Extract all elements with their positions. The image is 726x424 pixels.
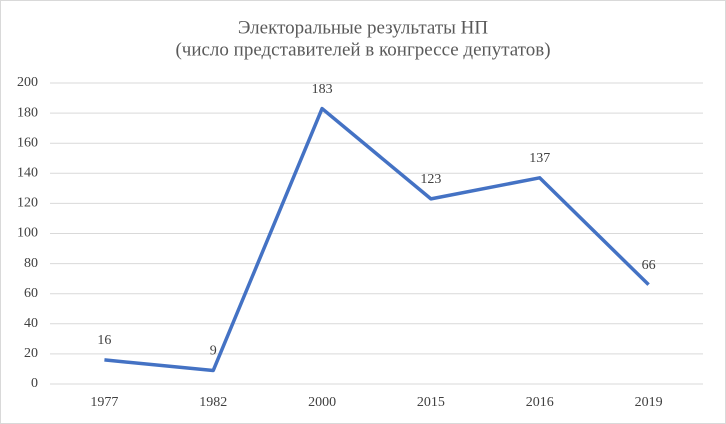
data-label: 183 — [312, 82, 333, 97]
y-tick-label: 20 — [24, 346, 38, 361]
data-label: 137 — [529, 151, 550, 166]
data-label: 66 — [642, 258, 656, 273]
data-label: 16 — [97, 333, 111, 348]
x-tick-label: 2016 — [526, 395, 554, 410]
chart-title: Электоральные результаты НП — [238, 17, 488, 38]
chart-subtitle: (число представителей в конгрессе депута… — [175, 39, 550, 60]
y-tick-label: 200 — [17, 75, 38, 90]
y-tick-label: 180 — [17, 105, 38, 120]
data-label: 9 — [210, 344, 217, 359]
x-tick-label: 2000 — [308, 395, 336, 410]
series-line — [104, 106, 650, 373]
x-tick-label: 1982 — [199, 395, 227, 410]
data-label: 123 — [420, 172, 441, 187]
x-tick-label: 2019 — [635, 395, 663, 410]
y-tick-label: 40 — [24, 316, 38, 331]
x-tick-label: 1977 — [90, 395, 118, 410]
y-tick-label: 120 — [17, 196, 38, 211]
y-tick-label: 100 — [17, 226, 38, 241]
y-tick-label: 60 — [24, 286, 38, 301]
y-tick-label: 140 — [17, 166, 38, 181]
y-tick-label: 0 — [31, 376, 38, 391]
x-tick-label: 2015 — [417, 395, 445, 410]
y-tick-label: 80 — [24, 256, 38, 271]
y-tick-label: 160 — [17, 135, 38, 150]
